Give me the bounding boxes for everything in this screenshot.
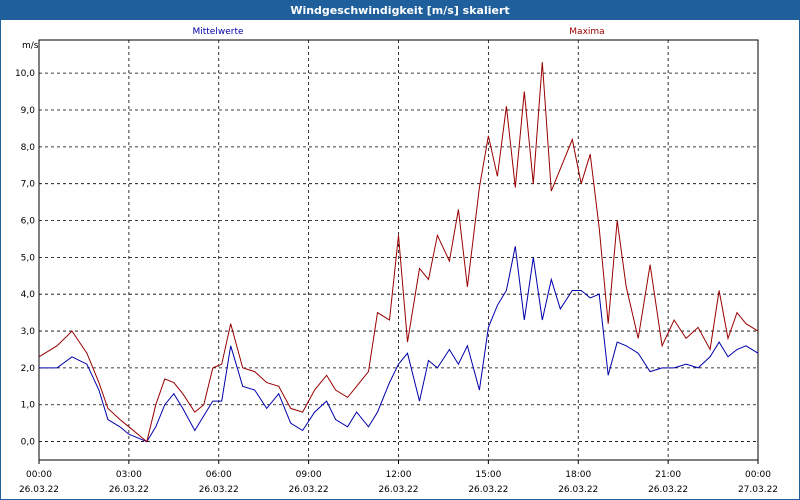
legend-mittelwerte: Mittelwerte	[192, 27, 243, 37]
y-tick-label: 5,0	[21, 253, 36, 263]
y-tick-labels: 0,0 1,0 2,0 3,0 4,0 5,0 6,0 7,0 8,0 9,0 10,0	[15, 69, 35, 447]
x-tick-date: 26.03.22	[378, 485, 418, 495]
x-tick-time: 06:00	[206, 470, 232, 480]
series-lines	[38, 62, 759, 443]
y-tick-label: 1,0	[21, 401, 36, 411]
x-tick-date: 27.03.22	[738, 485, 778, 495]
y-axis-label: m/s	[22, 41, 39, 51]
x-tick-date: 26.03.22	[648, 485, 688, 495]
grid-lines	[38, 39, 759, 464]
x-tick-date: 26.03.22	[468, 485, 508, 495]
y-tick-label: 9,0	[21, 106, 36, 116]
series-line-maxima	[38, 62, 759, 443]
x-tick-time: 15:00	[475, 470, 501, 480]
x-tick-time: 03:00	[116, 470, 142, 480]
y-tick-label: 8,0	[21, 143, 36, 153]
x-tick-time: 00:00	[26, 470, 52, 480]
y-tick-label: 3,0	[21, 327, 36, 337]
series-line-mittelwerte	[39, 246, 759, 443]
x-tick-labels: 00:00 26.03.22 03:00 26.03.22 06:00 26.03.22 0…	[19, 470, 778, 495]
y-tick-label: 6,0	[21, 217, 36, 227]
x-tick-date: 26.03.22	[109, 485, 149, 495]
y-tick-label: 7,0	[21, 180, 36, 190]
x-tick-time: 09:00	[296, 470, 322, 480]
y-tick-label: 10,0	[15, 69, 35, 79]
x-tick-date: 26.03.22	[19, 485, 59, 495]
x-tick-time: 18:00	[565, 470, 591, 480]
chart-title: Windgeschwindigkeit [m/s] skaliert	[1, 1, 799, 20]
x-tick-time: 12:00	[386, 470, 412, 480]
y-tick-label: 0,0	[21, 438, 36, 448]
y-tick-label: 4,0	[21, 290, 36, 300]
x-tick-date: 26.03.22	[199, 485, 239, 495]
y-tick-label: 2,0	[21, 364, 36, 374]
x-tick-date: 26.03.22	[558, 485, 598, 495]
x-tick-time: 21:00	[655, 470, 681, 480]
legend-maxima: Maxima	[569, 27, 604, 37]
x-tick-time: 00:00	[745, 470, 771, 480]
x-tick-date: 26.03.22	[289, 485, 329, 495]
